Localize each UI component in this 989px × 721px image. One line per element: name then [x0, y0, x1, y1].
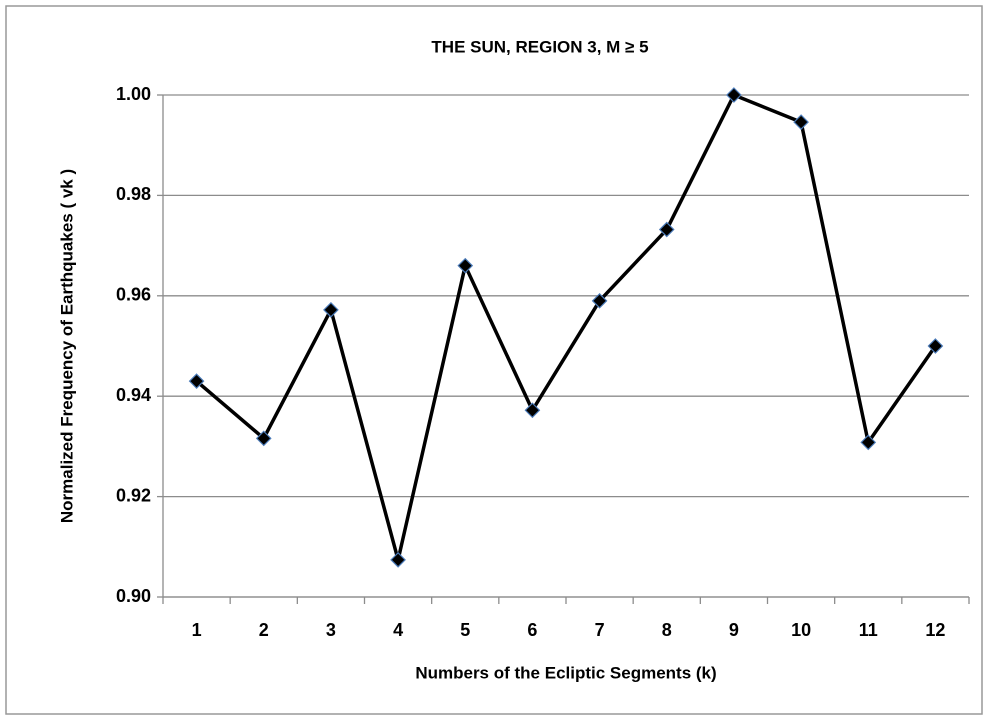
x-tick-label: 2 [259, 620, 269, 640]
x-tick-label: 1 [192, 620, 202, 640]
x-tick-label: 11 [859, 620, 878, 640]
x-tick-label: 7 [595, 620, 605, 640]
chart-title: THE SUN, REGION 3, M ≥ 5 [431, 37, 648, 56]
marker [188, 373, 205, 389]
marker [860, 434, 877, 451]
marker [591, 292, 608, 309]
x-tick-label: 6 [527, 620, 537, 640]
x-tick-label: 9 [729, 620, 739, 640]
x-axis-label: Numbers of the Ecliptic Segments (k) [415, 663, 716, 682]
marker [323, 302, 339, 318]
x-tick-label: 3 [326, 620, 336, 640]
y-tick-label: 0.90 [116, 586, 151, 606]
marker [658, 221, 675, 238]
x-tick-label: 12 [925, 620, 945, 640]
y-tick-label: 0.98 [116, 184, 151, 204]
y-axis-label: Normalized Frequency of Earthquakes ( vk… [57, 169, 76, 523]
marker [726, 87, 742, 103]
marker [457, 257, 474, 274]
marker [927, 338, 944, 354]
y-tick-label: 0.94 [116, 385, 151, 405]
x-tick-label: 10 [791, 620, 811, 640]
x-tick-label: 5 [460, 620, 470, 640]
marker [793, 114, 809, 130]
y-tick-label: 1.00 [116, 84, 151, 104]
marker [524, 402, 541, 419]
chart-border [5, 5, 983, 715]
series-line [195, 93, 937, 562]
y-tick-label: 0.92 [116, 485, 151, 505]
marker [255, 430, 272, 447]
y-tick-label: 0.96 [116, 285, 151, 305]
x-tick-label: 8 [662, 620, 672, 640]
x-tick-label: 4 [393, 620, 403, 640]
marker [390, 552, 406, 568]
